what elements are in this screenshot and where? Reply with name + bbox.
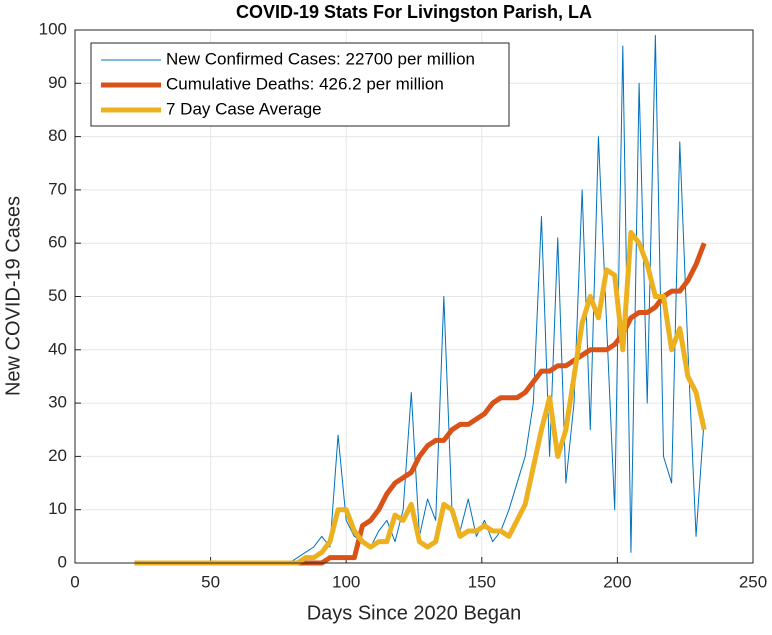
y-tick-label: 20 (48, 446, 67, 465)
legend-label: New Confirmed Cases: 22700 per million (166, 49, 475, 68)
y-tick-label: 90 (48, 73, 67, 92)
legend-label: Cumulative Deaths: 426.2 per million (166, 74, 444, 93)
plot-frame (74, 29, 754, 564)
y-tick-label: 60 (48, 233, 67, 252)
y-axis-label: New COVID-19 Cases (2, 196, 24, 396)
x-tick-label: 50 (201, 572, 220, 591)
x-tick-label: 150 (468, 572, 496, 591)
y-tick-label: 40 (48, 339, 67, 358)
x-tick-label: 250 (739, 572, 767, 591)
y-tick-label: 0 (58, 552, 67, 571)
x-tick-label: 0 (70, 572, 79, 591)
x-tick-label: 100 (332, 572, 360, 591)
x-axis-label: Days Since 2020 Began (307, 602, 522, 624)
x-tick-label: 200 (603, 572, 631, 591)
y-tick-label: 80 (48, 126, 67, 145)
y-tick-label: 50 (48, 286, 67, 305)
chart-title: COVID-19 Stats For Livingston Parish, LA (236, 2, 592, 22)
legend-label: 7 Day Case Average (166, 99, 322, 118)
y-tick-label: 30 (48, 393, 67, 412)
y-tick-label: 70 (48, 179, 67, 198)
y-tick-label: 100 (39, 19, 67, 38)
y-tick-label: 10 (48, 499, 67, 518)
